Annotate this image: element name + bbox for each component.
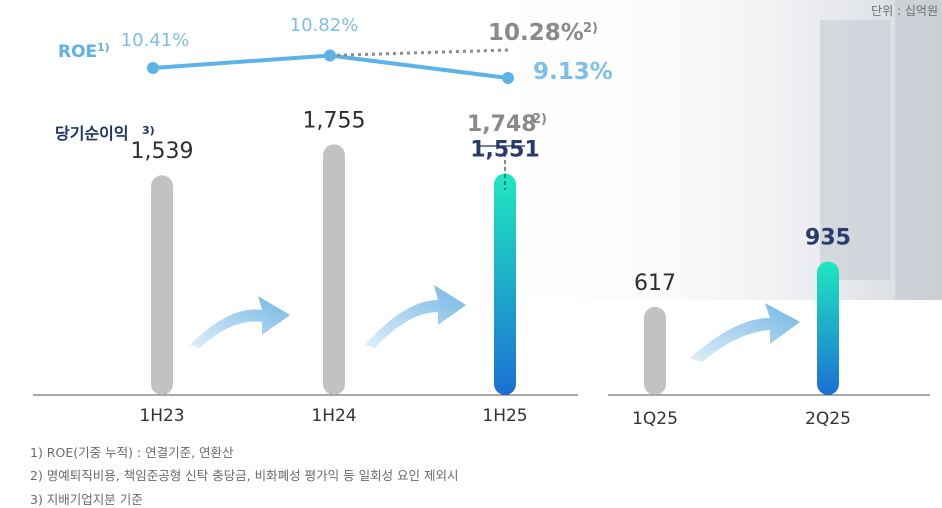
roe-adjusted-dotted-line — [329, 48, 509, 57]
bar-1h23 — [151, 175, 173, 395]
profit-series-footnote-mark: 3) — [142, 124, 155, 137]
bar-value-label-1h24: 1,755 — [303, 108, 366, 133]
x-tick-label-1q25: 1Q25 — [632, 409, 678, 429]
roe-value-label-1h23: 10.41% — [121, 30, 190, 51]
x-tick-label-1h23: 1H23 — [139, 406, 184, 426]
roe-adjusted-footnote-mark: 2) — [583, 21, 598, 36]
footnote-1: 1) ROE(기중 누적) : 연결기준, 연환산 — [30, 445, 234, 460]
adjusted-value-label: 1,748 — [467, 112, 537, 137]
profit-series-label: 당기순이익 — [55, 124, 129, 143]
footnote-3: 3) 지배기업지분 기준 — [30, 492, 143, 507]
roe-point-1h24 — [324, 49, 336, 62]
bar-2q25 — [817, 261, 839, 395]
roe-point-1h25 — [502, 72, 514, 84]
bar-value-label-1q25: 617 — [634, 271, 676, 296]
growth-arrow — [690, 303, 800, 362]
roe-value-label-1h25: 9.13% — [533, 59, 613, 85]
x-tick-label-1h24: 1H24 — [311, 406, 356, 426]
roe-series-footnote-mark: 1) — [97, 41, 110, 54]
roe-value-label-1h24: 10.82% — [290, 15, 359, 36]
footnote-2: 2) 명예퇴직비용, 책임준공형 신탁 충당금, 비화폐성 평가익 등 일회성 … — [30, 468, 459, 483]
growth-arrow — [365, 285, 466, 348]
bar-value-label-1h23: 1,539 — [131, 139, 194, 164]
roe-series-label: ROE — [58, 42, 97, 62]
bar-value-label-1h25: 1,551 — [470, 138, 540, 163]
bar-1h24 — [323, 144, 345, 395]
x-tick-label-2q25: 2Q25 — [805, 409, 851, 429]
bar-1q25 — [644, 306, 666, 395]
growth-arrow — [190, 296, 290, 348]
roe-point-1h23 — [147, 62, 159, 74]
bar-value-label-2q25: 935 — [805, 225, 851, 250]
roe-adjusted-label: 10.28% — [488, 20, 584, 46]
adjusted-value-footnote-mark: 2) — [532, 112, 547, 127]
x-tick-label-1h25: 1H25 — [482, 406, 527, 426]
bar-1h25 — [494, 173, 516, 395]
unit-label: 단위 : 십억원 — [871, 4, 938, 18]
